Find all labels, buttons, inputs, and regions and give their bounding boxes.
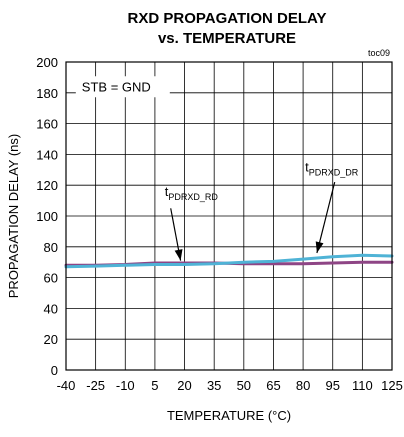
y-tick-label: 180 [36, 86, 58, 101]
annotation-arrowhead [174, 249, 183, 261]
tick-labels: -40 -25 -10 5 20 35 50 65 80 95 110 125 0 20 40 60 80 100… [36, 55, 403, 393]
plot-frame [65, 61, 393, 371]
annotation-arrowhead [315, 241, 324, 253]
y-tick-label: 200 [36, 55, 58, 70]
series-line-pdrxd-dr [64, 253, 394, 269]
figure-id: toc09 [368, 48, 390, 58]
x-axis-label: TEMPERATURE (°C) [167, 408, 291, 423]
x-tick-label: 95 [325, 378, 339, 393]
annotation-main-text: t [305, 159, 309, 174]
y-tick-label: 160 [36, 117, 58, 132]
grid [65, 61, 393, 371]
annotation-subscript: PDRXD_RD [168, 192, 218, 202]
annotation-arrow-line [316, 181, 336, 254]
x-tick-label: 50 [237, 378, 251, 393]
x-tick-label: 5 [151, 378, 158, 393]
y-tick-label: 100 [36, 209, 58, 224]
x-tick-label: -40 [57, 378, 76, 393]
y-tick-label: 40 [44, 301, 58, 316]
series-lines [64, 253, 394, 269]
x-tick-label: 110 [352, 378, 373, 393]
x-tick-label: 80 [296, 378, 310, 393]
condition-label-background [75, 76, 170, 98]
series-annotation-label: tPDRXD_RD [165, 184, 219, 202]
chart-title-line2: vs. TEMPERATURE [158, 30, 296, 47]
x-tick-label: -10 [116, 378, 135, 393]
annotation-main-text: t [165, 184, 169, 199]
y-tick-label: 20 [44, 332, 58, 347]
x-tick-label: 20 [177, 378, 191, 393]
y-tick-label: 80 [44, 240, 58, 255]
y-tick-label: 140 [36, 147, 58, 162]
annotation-subscript: PDRXD_DR [309, 167, 359, 177]
x-tick-label: 125 [381, 378, 403, 393]
series-annotation-label: tPDRXD_DR [305, 159, 359, 177]
x-tick-label: -25 [86, 378, 105, 393]
x-tick-label: 65 [266, 378, 280, 393]
x-tick-label: 35 [207, 378, 221, 393]
y-tick-label: 60 [44, 271, 58, 286]
chart-title-line1: RXD PROPAGATION DELAY [128, 10, 327, 27]
condition-label: STB = GND [82, 79, 151, 94]
y-tick-label: 0 [51, 363, 58, 378]
condition-label-group: STB = GND [75, 76, 170, 98]
y-tick-label: 120 [36, 178, 58, 193]
y-axis-label: PROPAGATION DELAY (ns) [6, 134, 21, 298]
